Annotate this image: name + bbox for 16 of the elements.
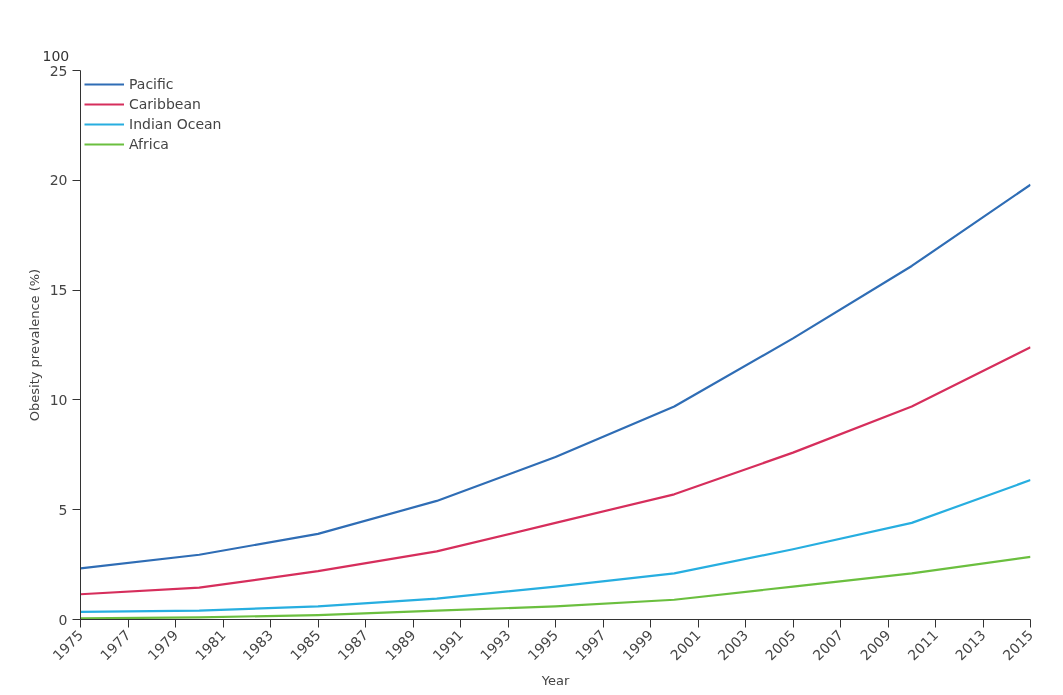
legend-label: Pacific	[129, 76, 174, 92]
legend-label: Caribbean	[129, 96, 201, 112]
line-series	[80, 478, 1031, 613]
y-tick-label: 15	[49, 282, 68, 299]
y-tick-label: 0	[58, 611, 68, 628]
x-axis-title: Year	[540, 672, 570, 688]
y-tick-label: 10	[49, 391, 68, 408]
legend-label: Africa	[129, 136, 169, 152]
line-series	[80, 183, 1031, 570]
y-tick-label: 20	[49, 172, 68, 189]
line-series	[80, 346, 1031, 596]
y-axis-title: Obesity prevalence (%)	[26, 268, 42, 422]
y-tick-label: 25	[49, 62, 68, 79]
y-tick-label: 5	[58, 501, 68, 518]
text: 100	[42, 47, 70, 64]
legend-label: Indian Ocean	[129, 116, 222, 132]
